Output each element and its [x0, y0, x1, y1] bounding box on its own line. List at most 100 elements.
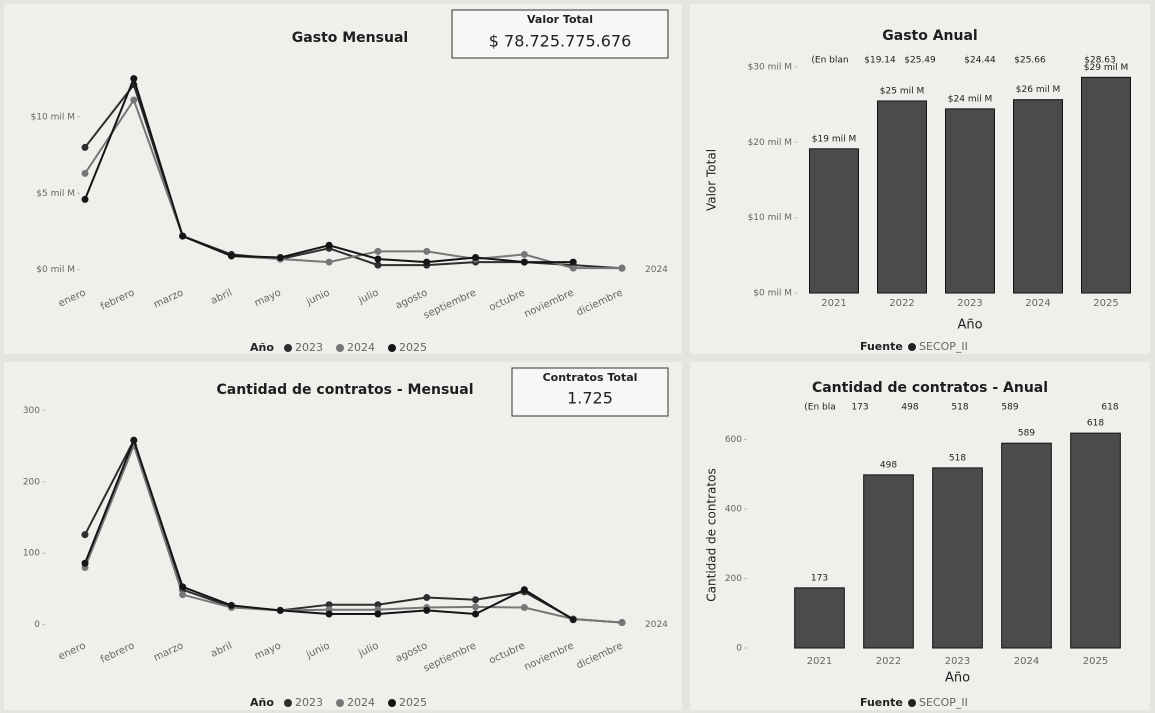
- legend-marker: [284, 699, 292, 707]
- point: [423, 594, 431, 602]
- legend-marker: [336, 344, 344, 352]
- panel: [4, 4, 682, 354]
- y-tick-label: $0 mil M: [753, 289, 792, 299]
- bar: [877, 100, 927, 294]
- data-label: 589: [1018, 429, 1035, 439]
- legend-label: 2024: [347, 341, 375, 354]
- point: [423, 247, 431, 255]
- card-value: $ 78.725.775.676: [489, 32, 632, 51]
- y-tick-label: 100: [23, 549, 40, 559]
- end-label: 2024: [645, 265, 668, 275]
- point: [81, 195, 89, 203]
- point: [520, 604, 528, 612]
- point: [618, 619, 626, 627]
- legend-label: 2025: [399, 341, 427, 354]
- legend-title: Fuente: [860, 696, 903, 709]
- x-axis-title: Año: [957, 318, 982, 333]
- header-cell: 518: [951, 403, 968, 413]
- x-tick-label: 2025: [1093, 298, 1118, 309]
- bar: [1081, 76, 1131, 294]
- y-axis-title: Cantidad de contratos: [705, 468, 719, 601]
- card-label: Valor Total: [527, 13, 593, 26]
- chart-title: Gasto Anual: [882, 28, 977, 44]
- point: [130, 436, 138, 444]
- point: [179, 232, 187, 240]
- point: [374, 247, 382, 255]
- header-cell: $28.63: [1084, 56, 1116, 66]
- point: [81, 143, 89, 151]
- y-tick-label: 300: [23, 406, 40, 416]
- y-tick-label: 600: [725, 435, 742, 445]
- y-tick-label: $5 mil M: [36, 189, 75, 199]
- x-tick-label: 2022: [889, 298, 914, 309]
- point: [472, 603, 480, 611]
- header-cell: $24.44: [964, 56, 996, 66]
- legend-label: 2024: [347, 696, 375, 709]
- bar: [794, 587, 845, 649]
- bar: [1013, 99, 1063, 294]
- x-tick-label: 2022: [876, 656, 901, 667]
- y-tick-label: $10 mil M: [748, 213, 792, 223]
- x-tick-label: 2024: [1014, 656, 1039, 667]
- data-label: 173: [811, 573, 828, 583]
- legend-label: 2023: [295, 341, 323, 354]
- point: [276, 606, 284, 614]
- series-line: [84, 442, 623, 624]
- point: [81, 169, 89, 177]
- point: [472, 610, 480, 618]
- legend-label: SECOP_II: [919, 696, 968, 709]
- legend-title: Año: [250, 341, 274, 354]
- x-tick-label: 2021: [807, 656, 832, 667]
- header-cell: 618: [1101, 403, 1118, 413]
- point: [325, 610, 333, 618]
- end-label: 2024: [645, 620, 668, 630]
- point: [325, 601, 333, 609]
- legend-marker: [388, 344, 396, 352]
- x-tick-label: 2023: [945, 656, 970, 667]
- data-label: 498: [880, 460, 897, 470]
- point: [569, 258, 577, 266]
- point: [374, 255, 382, 263]
- series-line: [84, 97, 622, 270]
- point: [179, 583, 187, 591]
- bar: [809, 148, 859, 294]
- legend-title: Año: [250, 696, 274, 709]
- y-tick-label: $30 mil M: [748, 63, 792, 73]
- header-cell: 589: [1001, 403, 1018, 413]
- y-tick-label: 200: [725, 574, 742, 584]
- x-tick-label: 2025: [1083, 656, 1108, 667]
- chart-title: Cantidad de contratos - Mensual: [216, 382, 473, 398]
- legend-marker: [336, 699, 344, 707]
- y-tick-label: 0: [34, 620, 40, 630]
- header-cell: (En blan: [811, 56, 848, 66]
- y-tick-label: 200: [23, 477, 40, 487]
- legend-marker: [284, 344, 292, 352]
- x-tick-label: 2021: [821, 298, 846, 309]
- data-label: $19 mil M: [812, 134, 856, 144]
- point: [227, 252, 235, 260]
- bar: [932, 467, 983, 649]
- y-axis-title: Valor Total: [705, 149, 719, 211]
- point: [520, 250, 528, 258]
- point: [472, 596, 480, 604]
- point: [618, 264, 626, 272]
- point: [179, 591, 187, 599]
- point: [130, 96, 138, 104]
- card: [451, 9, 669, 59]
- card-value: 1.725: [567, 389, 613, 408]
- point: [423, 606, 431, 614]
- card-label: Contratos Total: [543, 371, 638, 384]
- point: [81, 559, 89, 567]
- x-tick-label: 2024: [1025, 298, 1050, 309]
- point: [374, 261, 382, 269]
- point: [520, 258, 528, 266]
- header-cell: 173: [851, 403, 868, 413]
- point: [472, 253, 480, 261]
- legend-label: SECOP_II: [919, 340, 968, 353]
- card: [511, 367, 669, 417]
- point: [569, 616, 577, 624]
- point: [569, 264, 577, 272]
- data-label: $25 mil M: [880, 86, 924, 96]
- data-label: $24 mil M: [948, 94, 992, 104]
- y-tick-label: 0: [736, 644, 742, 654]
